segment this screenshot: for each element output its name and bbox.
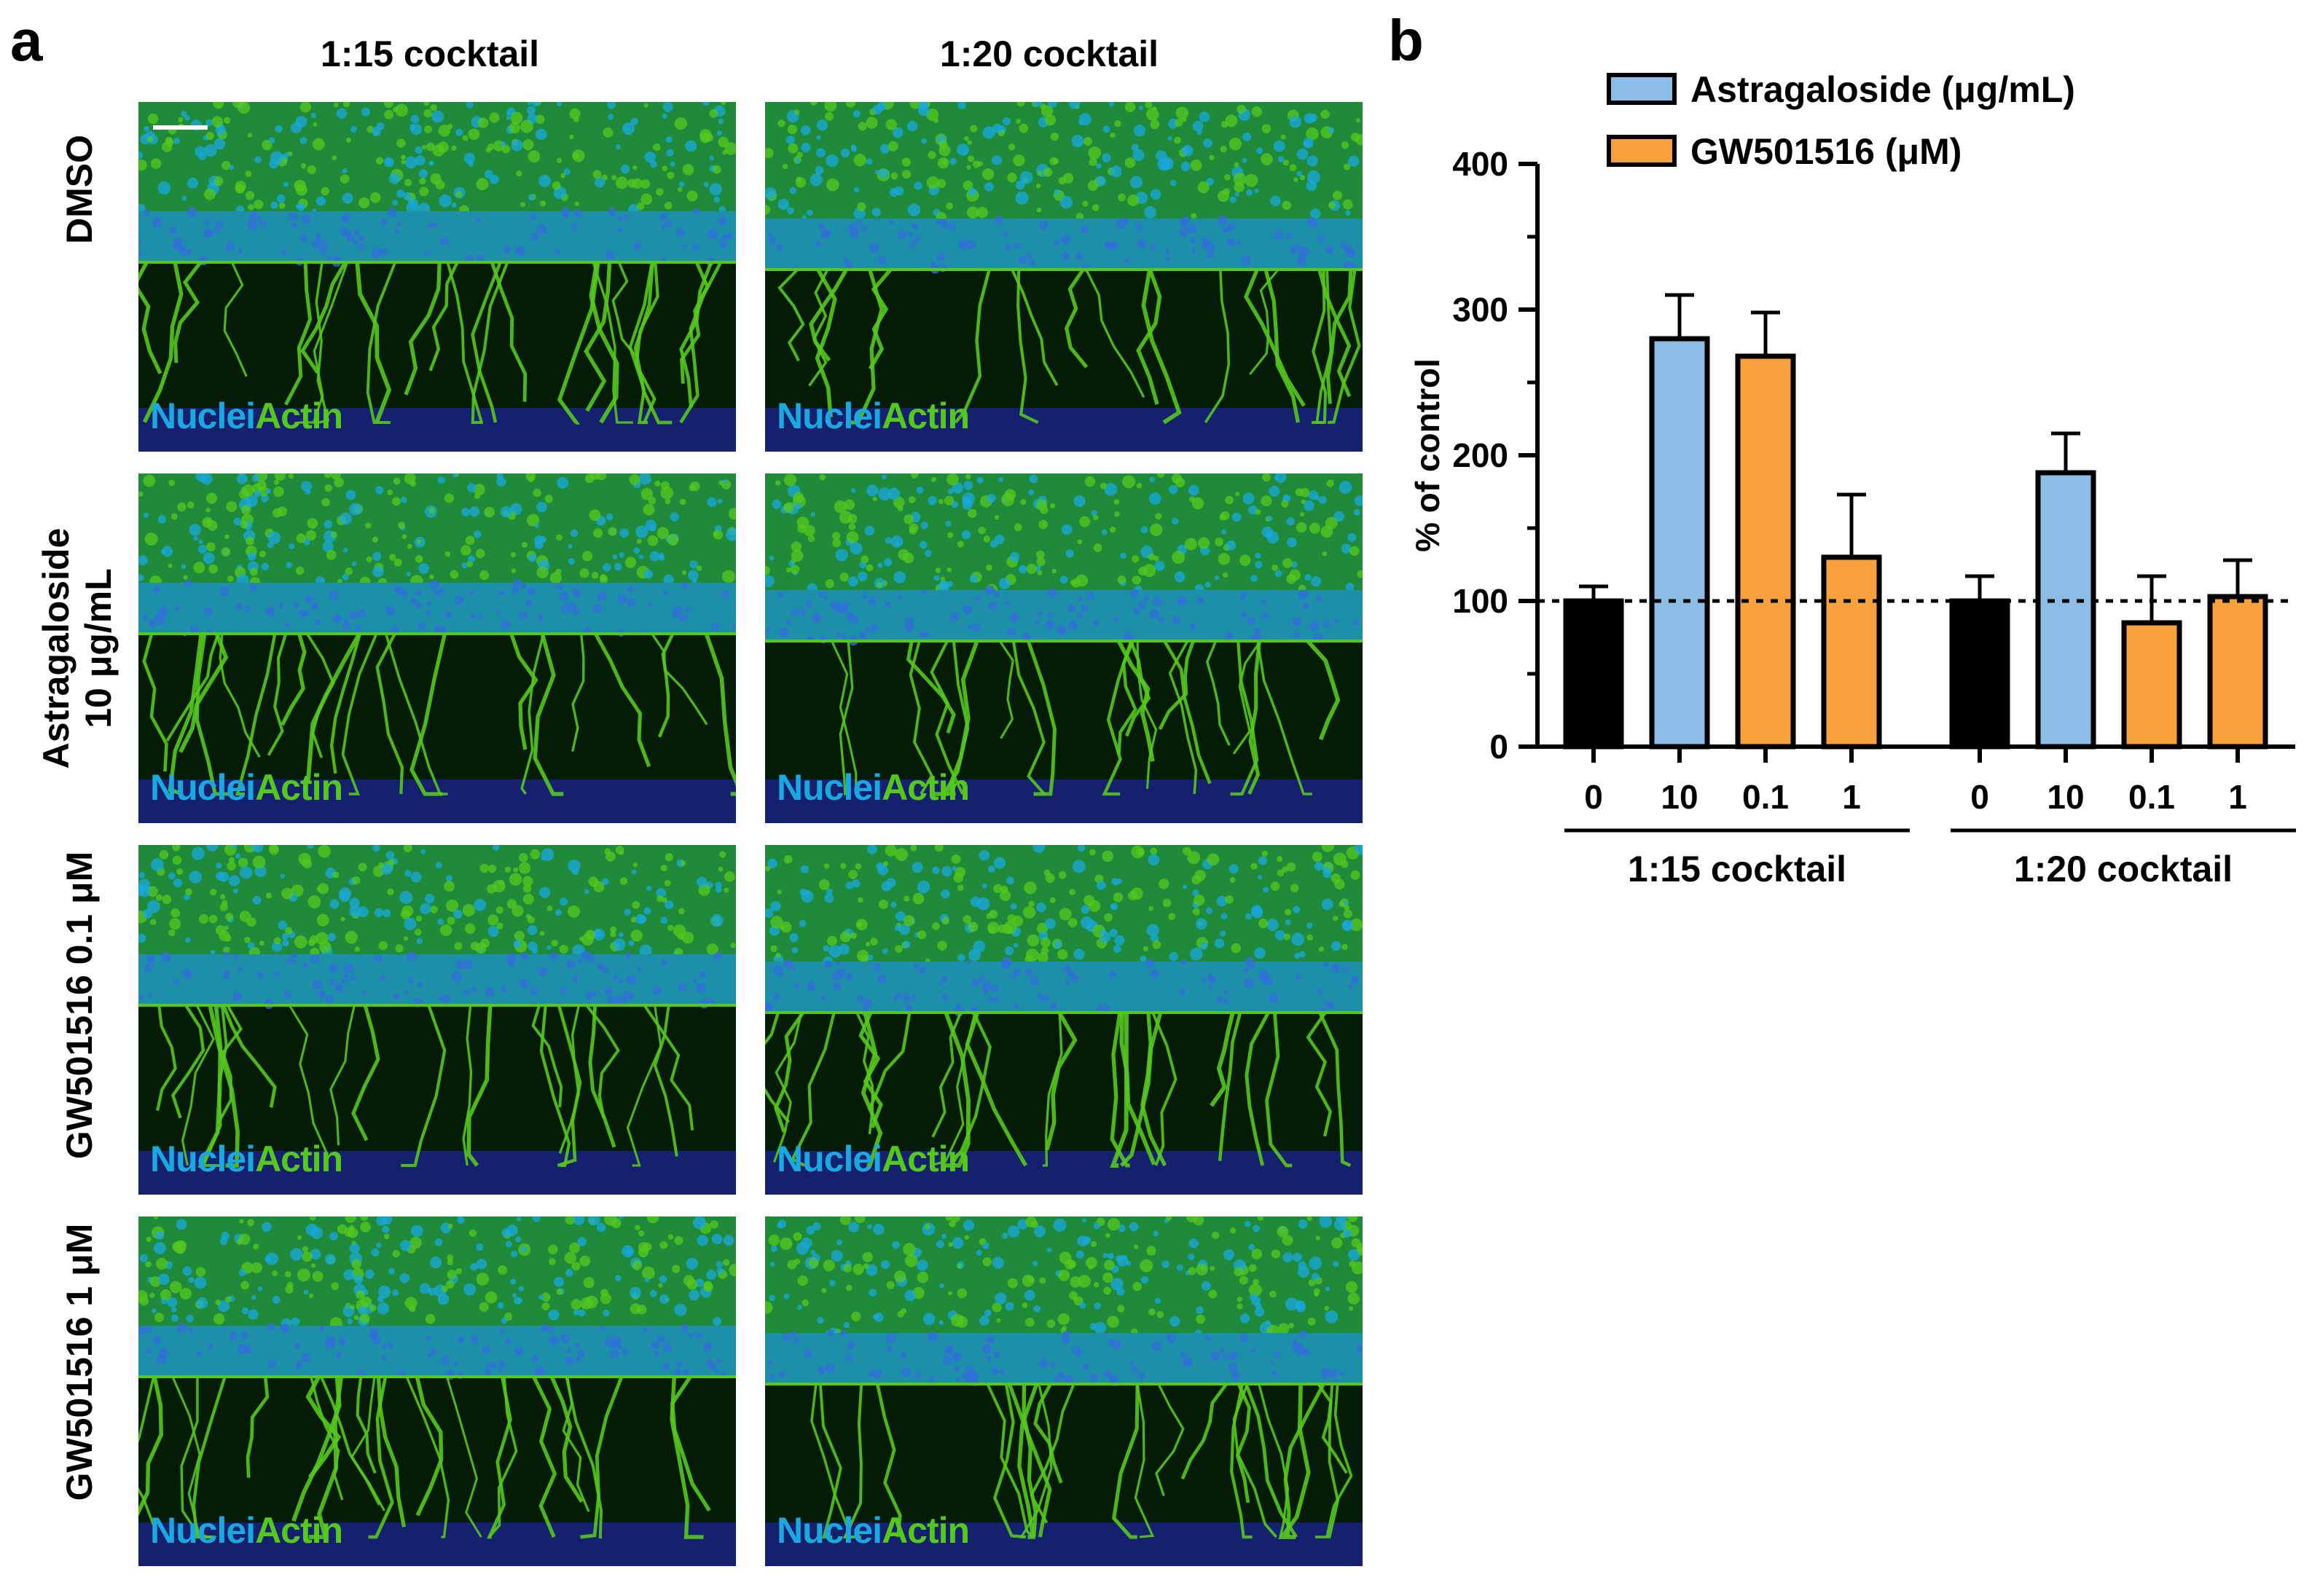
x-tick-label: 10 xyxy=(1661,778,1698,816)
column-title-1-20: 1:20 cocktail xyxy=(939,34,1159,74)
micrograph-image xyxy=(765,1216,1363,1566)
bar xyxy=(2207,594,2268,750)
y-tick-label: 400 xyxy=(1452,145,1508,183)
bar xyxy=(1949,598,2010,750)
stain-label: NucleiActin xyxy=(777,396,970,436)
micrograph-dmso-1-20: NucleiActin xyxy=(765,102,1363,452)
micrograph-image xyxy=(765,473,1363,823)
bar xyxy=(1649,336,1710,750)
micrograph-image xyxy=(138,473,736,823)
micrograph-gw-1-1-15: NucleiActin xyxy=(138,1216,736,1566)
micrograph-image xyxy=(138,102,736,452)
bar xyxy=(2035,470,2096,750)
stain-label: NucleiActin xyxy=(150,767,343,808)
y-tick-label: 0 xyxy=(1489,728,1508,766)
x-tick-label: 10 xyxy=(2047,778,2084,816)
row-label-astragaloside: Astragaloside 10 μg/mL xyxy=(36,527,119,769)
stain-label: NucleiActin xyxy=(150,1510,343,1551)
x-tick-label: 0 xyxy=(1970,778,1989,816)
micrograph-gw-0-1-1-20: NucleiActin xyxy=(765,845,1363,1195)
legend-swatch-astragaloside xyxy=(1607,73,1677,105)
x-tick-label: 0.1 xyxy=(2128,778,2175,816)
column-title-1-15: 1:15 cocktail xyxy=(320,34,540,74)
micrograph-image xyxy=(138,1216,736,1566)
micrograph-gw-0-1-1-15: NucleiActin xyxy=(138,845,736,1195)
bar xyxy=(2121,620,2182,750)
bar xyxy=(1735,353,1796,750)
stain-label: NucleiActin xyxy=(150,396,343,436)
micrograph-gw-1-1-20: NucleiActin xyxy=(765,1216,1363,1566)
micrograph-astragaloside-1-15: NucleiActin xyxy=(138,473,736,823)
x-tick-label: 0.1 xyxy=(1742,778,1789,816)
bar xyxy=(1563,598,1624,750)
x-tick-label: 0 xyxy=(1584,778,1603,816)
legend-label-gw501516: GW501516 (μM) xyxy=(1690,131,1962,172)
y-tick-label: 300 xyxy=(1452,291,1508,329)
y-axis-label: % of control xyxy=(1408,358,1446,552)
panel-b-letter: b xyxy=(1388,8,1424,73)
micrograph-dmso-1-15: NucleiActin xyxy=(138,102,736,452)
row-label-gw-0-1: GW501516 0.1 μM xyxy=(59,851,100,1160)
y-tick-label: 100 xyxy=(1452,582,1508,620)
group-label: 1:15 cocktail xyxy=(1628,849,1846,889)
stain-label: NucleiActin xyxy=(777,1510,970,1551)
bar xyxy=(1821,554,1882,750)
stain-label: NucleiActin xyxy=(150,1139,343,1179)
y-tick-label: 200 xyxy=(1452,436,1508,474)
micrograph-astragaloside-1-20: NucleiActin xyxy=(765,473,1363,823)
micrograph-image xyxy=(765,102,1363,452)
micrograph-image xyxy=(765,845,1363,1195)
legend-label-astragaloside: Astragaloside (μg/mL) xyxy=(1690,69,2075,110)
legend-swatch-gw501516 xyxy=(1607,135,1677,167)
micrograph-image xyxy=(138,845,736,1195)
row-label-dmso: DMSO xyxy=(59,135,100,244)
panel-a-letter: a xyxy=(10,8,43,73)
group-label: 1:20 cocktail xyxy=(2014,849,2233,889)
stain-label: NucleiActin xyxy=(777,767,970,808)
x-tick-label: 1 xyxy=(1842,778,1861,816)
stain-label: NucleiActin xyxy=(777,1139,970,1179)
row-label-gw-1: GW501516 1 μM xyxy=(59,1223,100,1501)
x-tick-label: 1 xyxy=(2228,778,2247,816)
